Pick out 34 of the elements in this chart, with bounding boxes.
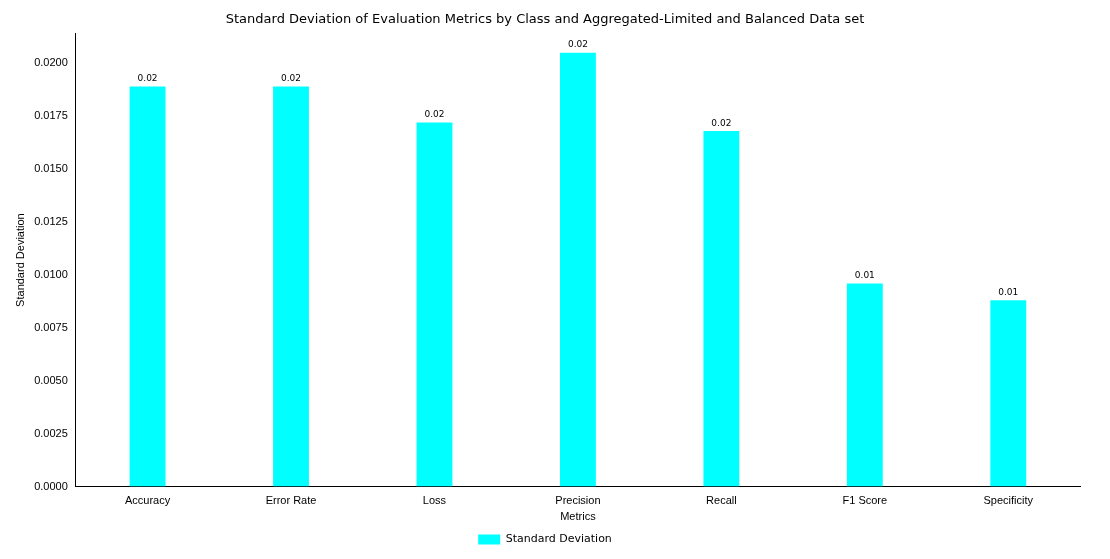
data-label: 0.02	[711, 117, 732, 128]
bar	[990, 300, 1027, 487]
y-axis-title: Standard Deviation	[13, 213, 26, 307]
y-tick-label: 0.0050	[34, 373, 68, 386]
data-label: 0.02	[567, 39, 588, 50]
x-tick-label: Error Rate	[265, 494, 317, 507]
data-label: 0.01	[998, 287, 1019, 298]
data-label: 0.02	[424, 109, 445, 120]
x-tick-label: Loss	[422, 494, 447, 507]
x-tick-label: Precision	[555, 494, 601, 507]
y-tick-label: 0.0000	[34, 479, 68, 492]
legend-label: Standard Deviation	[505, 532, 612, 546]
x-tick-label: Recall	[706, 494, 737, 507]
y-tick-label: 0.0075	[34, 320, 68, 333]
bar	[703, 130, 740, 487]
y-tick-label: 0.0175	[34, 109, 68, 122]
bar	[416, 122, 453, 487]
data-label: 0.01	[854, 270, 875, 281]
bar	[129, 86, 166, 487]
y-tick-label: 0.0125	[34, 215, 68, 228]
y-tick-label: 0.0025	[34, 426, 68, 439]
y-tick-label: 0.0200	[34, 56, 68, 69]
data-label: 0.02	[281, 73, 302, 84]
bar	[273, 86, 309, 487]
x-tick-label: Specificity	[983, 494, 1034, 507]
x-tick-label: F1 Score	[842, 494, 888, 507]
chart-title: Standard Deviation of Evaluation Metrics by Class and Aggregated-Limited and Balanced Data set	[225, 11, 865, 27]
bar	[846, 283, 883, 487]
data-label: 0.02	[137, 73, 158, 84]
x-tick-label: Accuracy	[124, 494, 171, 507]
x-axis-title: Metrics	[560, 510, 597, 523]
y-tick-label: 0.0100	[34, 267, 68, 280]
bar	[559, 52, 596, 487]
y-tick-label: 0.0150	[34, 162, 68, 175]
